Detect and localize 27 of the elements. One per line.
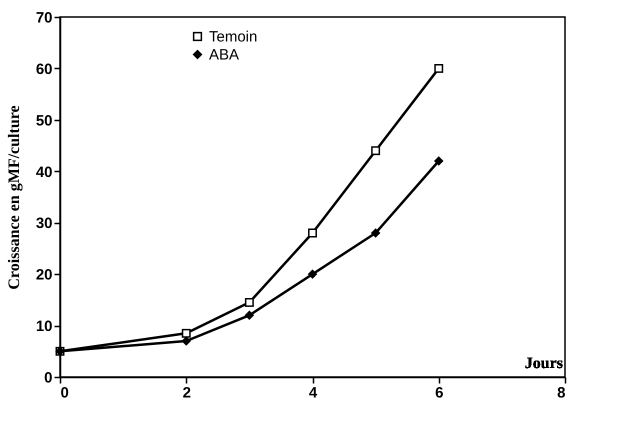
- point: [371, 146, 380, 156]
- point: [182, 336, 191, 346]
- point: [244, 298, 254, 307]
- y-tick-label: 60: [36, 60, 52, 78]
- y-tick-label: 70: [36, 10, 52, 26]
- y-tick-label: 10: [36, 318, 52, 336]
- point: [434, 64, 444, 73]
- y-tick-label: 0: [44, 370, 52, 386]
- point: [371, 228, 380, 238]
- point: [244, 310, 254, 320]
- y-tick-label: 40: [36, 164, 52, 181]
- point: [308, 270, 317, 279]
- legend-label: ABA: [209, 46, 240, 64]
- x-tick-label: 2: [182, 384, 191, 402]
- x-tick-label: 0: [60, 384, 69, 402]
- x-axis-title: Jours: [524, 355, 563, 372]
- x-tick-label: 4: [308, 384, 318, 402]
- point: [434, 156, 444, 166]
- x-tick-label: 8: [557, 384, 566, 402]
- x-tick-label: 6: [435, 384, 444, 402]
- y-axis-title: Croissance en gMF/culture: [6, 105, 23, 290]
- point: [308, 228, 317, 238]
- y-tick-label: 20: [36, 266, 52, 284]
- y-tick-label: 30: [36, 215, 52, 232]
- point: [182, 328, 191, 338]
- legend-label: Temoin: [209, 28, 258, 46]
- y-tick-label: 50: [36, 112, 52, 130]
